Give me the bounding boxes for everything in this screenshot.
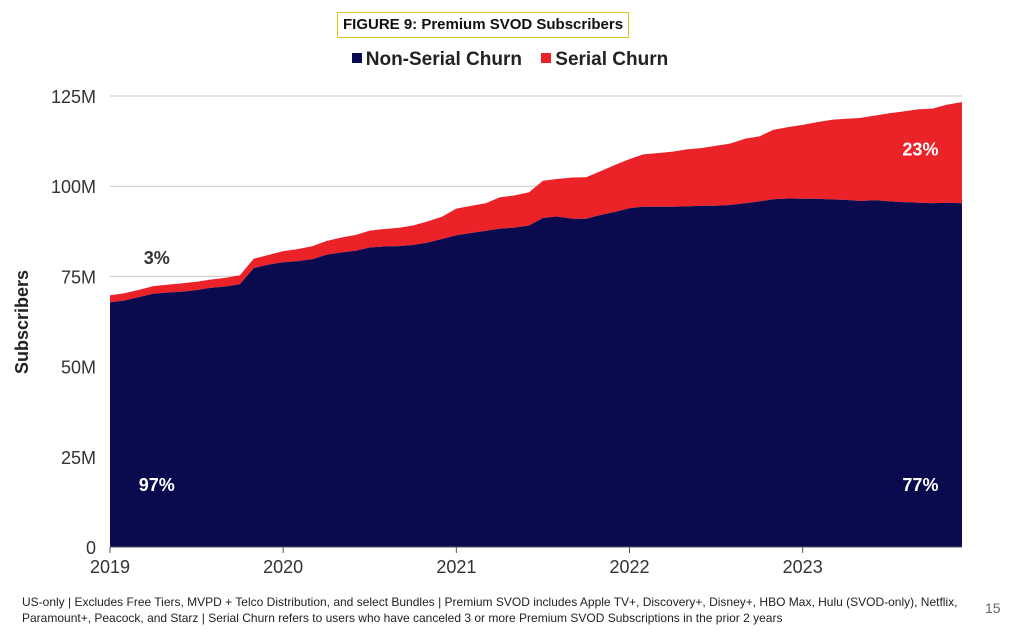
y-tick-label: 25M: [61, 448, 96, 468]
footnote: US-only | Excludes Free Tiers, MVPD + Te…: [22, 595, 958, 625]
axes: 0 25M 50M 75M 100M 125M 2019 2020 2021 2022 2023: [51, 87, 962, 577]
y-tick-label: 75M: [61, 267, 96, 287]
y-tick-label: 125M: [51, 87, 96, 107]
data-label: 3%: [144, 248, 170, 268]
page-number: 15: [985, 600, 1001, 616]
figure-title: FIGURE 9: Premium SVOD Subscribers: [337, 12, 630, 38]
x-tick-label: 2023: [783, 557, 823, 577]
y-axis-label: Subscribers: [12, 270, 32, 374]
legend-label-serial: Serial Churn: [555, 49, 669, 70]
data-label: 23%: [902, 140, 938, 160]
legend-swatch-non-serial: [351, 53, 362, 63]
annotations: 3% 97% 23% 77%: [139, 140, 939, 496]
data-label: 77%: [902, 475, 938, 495]
x-tick-label: 2021: [436, 557, 476, 577]
legend-item-serial: Serial Churn: [541, 49, 668, 71]
y-tick-label: 100M: [51, 177, 96, 197]
y-tick-label: 50M: [61, 358, 96, 378]
legend-item-non-serial: Non-Serial Churn: [351, 49, 522, 71]
series-area-non-serial-churn: [110, 198, 962, 547]
stacked-area-chart: 0 25M 50M 75M 100M 125M 2019 2020 2021 2022 2023 3…: [12, 87, 962, 577]
x-tick-label: 2020: [263, 557, 303, 577]
y-tick-label: 0: [86, 538, 96, 558]
data-label: 97%: [139, 475, 175, 495]
x-tick-label: 2019: [90, 557, 130, 577]
legend-label-non-serial: Non-Serial Churn: [365, 49, 522, 70]
x-tick-label: 2022: [609, 557, 649, 577]
series-area-serial-churn: [110, 102, 962, 303]
legend-swatch-serial: [541, 53, 552, 63]
area-series: [110, 102, 962, 547]
chart-legend: Non-Serial Churn Serial Churn: [0, 49, 1020, 71]
